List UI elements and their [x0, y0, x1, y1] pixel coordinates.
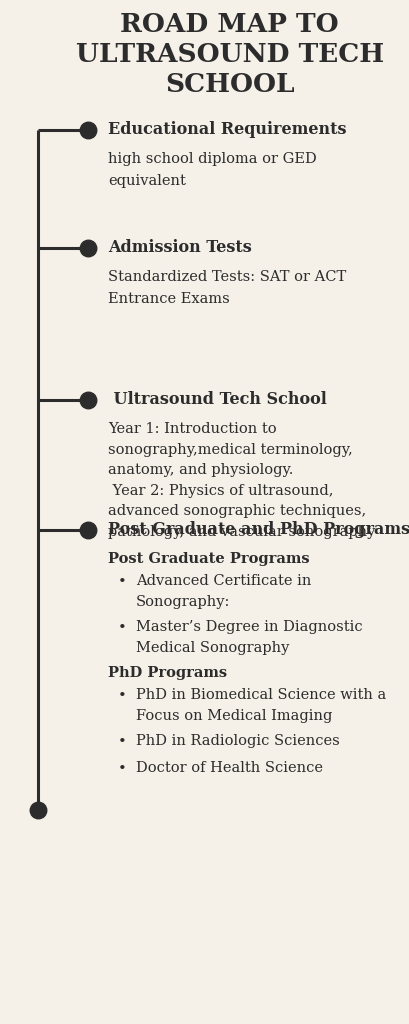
Text: •: •	[118, 689, 126, 703]
Text: Standardized Tests: SAT or ACT
Entrance Exams: Standardized Tests: SAT or ACT Entrance …	[108, 270, 346, 306]
Text: •: •	[118, 762, 126, 776]
Text: Year 1: Introduction to
sonography,medical terminology,
anatomy, and physiology.: Year 1: Introduction to sonography,medic…	[108, 422, 375, 539]
Text: PhD Programs: PhD Programs	[108, 666, 227, 680]
Text: •: •	[118, 575, 126, 589]
Text: PhD in Radiologic Sciences: PhD in Radiologic Sciences	[136, 734, 339, 748]
Text: Advanced Certificate in
Sonography:: Advanced Certificate in Sonography:	[136, 574, 310, 608]
Text: ROAD MAP TO
ULTRASOUND TECH
SCHOOL: ROAD MAP TO ULTRASOUND TECH SCHOOL	[75, 12, 383, 97]
Text: •: •	[118, 735, 126, 749]
Text: Post Graduate and PhD Programs: Post Graduate and PhD Programs	[108, 520, 409, 538]
Text: Educational Requirements: Educational Requirements	[108, 121, 346, 137]
Text: PhD in Biomedical Science with a
Focus on Medical Imaging: PhD in Biomedical Science with a Focus o…	[136, 688, 385, 723]
Text: Master’s Degree in Diagnostic
Medical Sonography: Master’s Degree in Diagnostic Medical So…	[136, 620, 362, 654]
Text: Doctor of Health Science: Doctor of Health Science	[136, 761, 322, 775]
Text: •: •	[118, 621, 126, 635]
Text: Admission Tests: Admission Tests	[108, 239, 251, 256]
Text: Post Graduate Programs: Post Graduate Programs	[108, 552, 309, 566]
Text: Ultrasound Tech School: Ultrasound Tech School	[108, 390, 326, 408]
Text: high school diploma or GED
equivalent: high school diploma or GED equivalent	[108, 152, 316, 187]
